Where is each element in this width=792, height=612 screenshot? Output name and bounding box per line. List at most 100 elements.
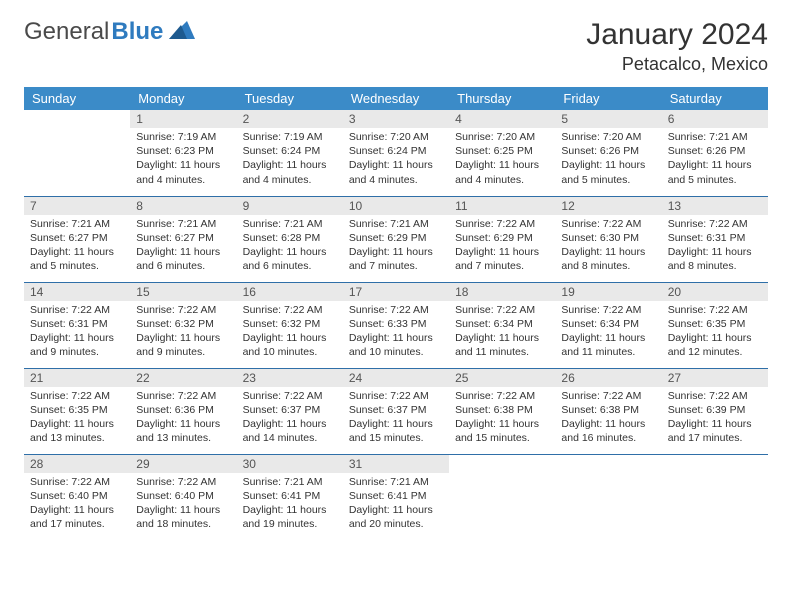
daylight-text: Daylight: 11 hours and 8 minutes. bbox=[668, 245, 762, 273]
weekday-header: Sunday bbox=[24, 87, 130, 110]
sunset-text: Sunset: 6:27 PM bbox=[136, 231, 230, 245]
day-details: Sunrise: 7:22 AMSunset: 6:39 PMDaylight:… bbox=[662, 387, 768, 450]
calendar-cell: 15Sunrise: 7:22 AMSunset: 6:32 PMDayligh… bbox=[130, 282, 236, 368]
day-number: 6 bbox=[662, 110, 768, 128]
sunrise-text: Sunrise: 7:20 AM bbox=[455, 130, 549, 144]
sunset-text: Sunset: 6:29 PM bbox=[455, 231, 549, 245]
calendar-row: 1Sunrise: 7:19 AMSunset: 6:23 PMDaylight… bbox=[24, 110, 768, 196]
sunrise-text: Sunrise: 7:21 AM bbox=[30, 217, 124, 231]
day-number: 3 bbox=[343, 110, 449, 128]
day-details: Sunrise: 7:22 AMSunset: 6:35 PMDaylight:… bbox=[662, 301, 768, 364]
sunrise-text: Sunrise: 7:22 AM bbox=[136, 475, 230, 489]
day-number: 8 bbox=[130, 197, 236, 215]
day-number: 23 bbox=[237, 369, 343, 387]
calendar-cell: 27Sunrise: 7:22 AMSunset: 6:39 PMDayligh… bbox=[662, 368, 768, 454]
calendar-cell: 5Sunrise: 7:20 AMSunset: 6:26 PMDaylight… bbox=[555, 110, 661, 196]
day-number: 22 bbox=[130, 369, 236, 387]
sunset-text: Sunset: 6:31 PM bbox=[668, 231, 762, 245]
sunrise-text: Sunrise: 7:22 AM bbox=[349, 303, 443, 317]
day-details: Sunrise: 7:21 AMSunset: 6:27 PMDaylight:… bbox=[24, 215, 130, 278]
daylight-text: Daylight: 11 hours and 4 minutes. bbox=[243, 158, 337, 186]
sunset-text: Sunset: 6:34 PM bbox=[455, 317, 549, 331]
calendar-cell: 28Sunrise: 7:22 AMSunset: 6:40 PMDayligh… bbox=[24, 454, 130, 540]
day-number: 2 bbox=[237, 110, 343, 128]
daylight-text: Daylight: 11 hours and 13 minutes. bbox=[136, 417, 230, 445]
day-number: 15 bbox=[130, 283, 236, 301]
daylight-text: Daylight: 11 hours and 15 minutes. bbox=[349, 417, 443, 445]
daylight-text: Daylight: 11 hours and 14 minutes. bbox=[243, 417, 337, 445]
sunset-text: Sunset: 6:35 PM bbox=[668, 317, 762, 331]
sunset-text: Sunset: 6:32 PM bbox=[243, 317, 337, 331]
daylight-text: Daylight: 11 hours and 19 minutes. bbox=[243, 503, 337, 531]
daylight-text: Daylight: 11 hours and 12 minutes. bbox=[668, 331, 762, 359]
logo-word2: Blue bbox=[111, 18, 163, 46]
calendar-table: Sunday Monday Tuesday Wednesday Thursday… bbox=[24, 87, 768, 540]
daylight-text: Daylight: 11 hours and 11 minutes. bbox=[561, 331, 655, 359]
sunrise-text: Sunrise: 7:20 AM bbox=[561, 130, 655, 144]
day-number: 29 bbox=[130, 455, 236, 473]
sunset-text: Sunset: 6:24 PM bbox=[243, 144, 337, 158]
sunrise-text: Sunrise: 7:22 AM bbox=[455, 217, 549, 231]
sunset-text: Sunset: 6:23 PM bbox=[136, 144, 230, 158]
daylight-text: Daylight: 11 hours and 13 minutes. bbox=[30, 417, 124, 445]
sunrise-text: Sunrise: 7:22 AM bbox=[349, 389, 443, 403]
calendar-cell: 9Sunrise: 7:21 AMSunset: 6:28 PMDaylight… bbox=[237, 196, 343, 282]
sunset-text: Sunset: 6:34 PM bbox=[561, 317, 655, 331]
day-details: Sunrise: 7:19 AMSunset: 6:24 PMDaylight:… bbox=[237, 128, 343, 191]
sunset-text: Sunset: 6:31 PM bbox=[30, 317, 124, 331]
day-number: 31 bbox=[343, 455, 449, 473]
sunset-text: Sunset: 6:26 PM bbox=[561, 144, 655, 158]
sunset-text: Sunset: 6:40 PM bbox=[30, 489, 124, 503]
day-details: Sunrise: 7:22 AMSunset: 6:38 PMDaylight:… bbox=[449, 387, 555, 450]
day-number: 4 bbox=[449, 110, 555, 128]
calendar-cell: 23 Sunrise: 7:22 AMSunset: 6:37 PMDayligh… bbox=[237, 368, 343, 454]
location: Petacalco, Mexico bbox=[586, 54, 768, 75]
day-details: Sunrise: 7:22 AMSunset: 6:38 PMDaylight:… bbox=[555, 387, 661, 450]
calendar-row: 28 Sunrise: 7:22 AM Sunset: 6:40 PM Dayligh… bbox=[24, 454, 768, 540]
sunrise-text: Sunrise: 7:22 AM bbox=[243, 303, 337, 317]
day-number: 12 bbox=[555, 197, 661, 215]
day-number: 28 bbox=[24, 455, 130, 473]
weekday-header: Wednesday bbox=[343, 87, 449, 110]
calendar-cell: 31Sunrise: 7:21 AMSunset: 6:41 PMDayligh… bbox=[343, 454, 449, 540]
calendar-cell bbox=[24, 110, 130, 196]
sunset-text: Sunset: 6:26 PM bbox=[668, 144, 762, 158]
day-details: Sunrise: 7:21 AMSunset: 6:41 PMDaylight:… bbox=[237, 473, 343, 536]
sunrise-text: Sunrise: 7:21 AM bbox=[668, 130, 762, 144]
sunset-text: Sunset: 6:33 PM bbox=[349, 317, 443, 331]
logo-word1: General bbox=[24, 18, 109, 46]
weekday-header-row: Sunday Monday Tuesday Wednesday Thursday… bbox=[24, 87, 768, 110]
sunrise-text: Sunrise: 7:22 AM bbox=[561, 303, 655, 317]
sunset-text: Sunset: 6:39 PM bbox=[668, 403, 762, 417]
sunrise-text: Sunrise: 7:22 AM bbox=[30, 389, 124, 403]
calendar-cell: 2Sunrise: 7:19 AMSunset: 6:24 PMDaylight… bbox=[237, 110, 343, 196]
sunrise-text: Sunrise: 7:22 AM bbox=[455, 389, 549, 403]
sunrise-text: Sunrise: 7:20 AM bbox=[349, 130, 443, 144]
daylight-text: Daylight: 11 hours and 5 minutes. bbox=[668, 158, 762, 186]
day-details: Sunrise: 7:22 AMSunset: 6:32 PMDaylight:… bbox=[130, 301, 236, 364]
daylight-text: Daylight: 11 hours and 6 minutes. bbox=[136, 245, 230, 273]
daylight-text: Daylight: 11 hours and 18 minutes. bbox=[136, 503, 230, 531]
sunset-text: Sunset: 6:24 PM bbox=[349, 144, 443, 158]
sunrise-text: Sunrise: 7:21 AM bbox=[349, 475, 443, 489]
weekday-header: Friday bbox=[555, 87, 661, 110]
sunset-text: Sunset: 6:38 PM bbox=[561, 403, 655, 417]
day-number: 21 bbox=[24, 369, 130, 387]
sunrise-text: Sunrise: 7:21 AM bbox=[136, 217, 230, 231]
sunset-text: Sunset: 6:37 PM bbox=[243, 403, 337, 417]
calendar-cell: 22Sunrise: 7:22 AMSunset: 6:36 PMDayligh… bbox=[130, 368, 236, 454]
day-details: Sunrise: 7:21 AMSunset: 6:29 PMDaylight:… bbox=[343, 215, 449, 278]
calendar-cell: 17Sunrise: 7:22 AMSunset: 6:33 PMDayligh… bbox=[343, 282, 449, 368]
calendar-cell bbox=[662, 454, 768, 540]
calendar-cell: 10Sunrise: 7:21 AMSunset: 6:29 PMDayligh… bbox=[343, 196, 449, 282]
sunrise-text: Sunrise: 7:22 AM bbox=[243, 389, 337, 403]
day-details: Sunrise: 7:22 AMSunset: 6:35 PMDaylight:… bbox=[24, 387, 130, 450]
sunset-text: Sunset: 6:30 PM bbox=[561, 231, 655, 245]
daylight-text: Daylight: 11 hours and 20 minutes. bbox=[349, 503, 443, 531]
day-details: Sunrise: 7:21 AMSunset: 6:41 PMDaylight:… bbox=[343, 473, 449, 536]
day-number: 18 bbox=[449, 283, 555, 301]
sunrise-text: Sunrise: 7:22 AM bbox=[561, 389, 655, 403]
sunset-text: Sunset: 6:36 PM bbox=[136, 403, 230, 417]
weekday-header: Saturday bbox=[662, 87, 768, 110]
calendar-cell: 1Sunrise: 7:19 AMSunset: 6:23 PMDaylight… bbox=[130, 110, 236, 196]
